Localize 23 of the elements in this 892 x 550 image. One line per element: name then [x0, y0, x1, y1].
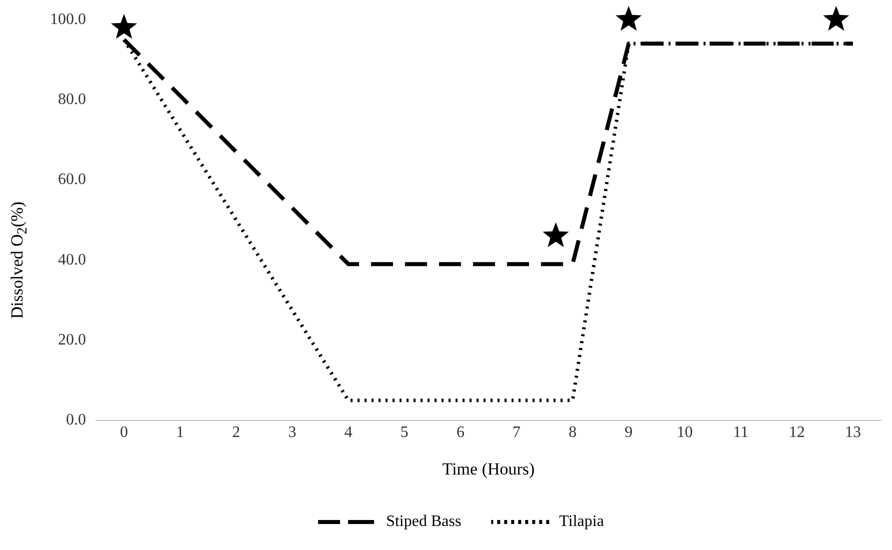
- legend-label: Stiped Bass: [386, 513, 462, 530]
- y-tick-label: 100.0: [50, 10, 86, 28]
- x-tick-label: 4: [344, 424, 352, 442]
- x-tick-label: 10: [676, 424, 693, 442]
- x-tick-label: 1: [176, 424, 184, 442]
- y-tick-label: 0.0: [66, 412, 86, 429]
- y-tick-label: 20.0: [58, 331, 86, 348]
- legend-label: Tilapia: [559, 513, 604, 530]
- x-tick-label: 11: [733, 424, 749, 442]
- x-axis-title: Time (Hours): [442, 459, 535, 478]
- y-tick-label: 40.0: [58, 251, 86, 268]
- x-tick-label: 2: [232, 424, 240, 442]
- x-tick-label: 13: [844, 424, 861, 442]
- x-tick-label: 0: [120, 424, 128, 442]
- x-tick-label: 7: [512, 424, 521, 442]
- x-tick-label: 12: [788, 424, 805, 442]
- y-tick-label: 80.0: [58, 90, 86, 108]
- x-tick-label: 9: [624, 424, 633, 442]
- x-tick-label: 5: [400, 424, 408, 442]
- x-tick-label: 8: [568, 424, 577, 442]
- x-tick-label: 6: [456, 424, 464, 442]
- x-tick-label: 3: [288, 424, 296, 442]
- y-tick-label: 60.0: [58, 171, 86, 188]
